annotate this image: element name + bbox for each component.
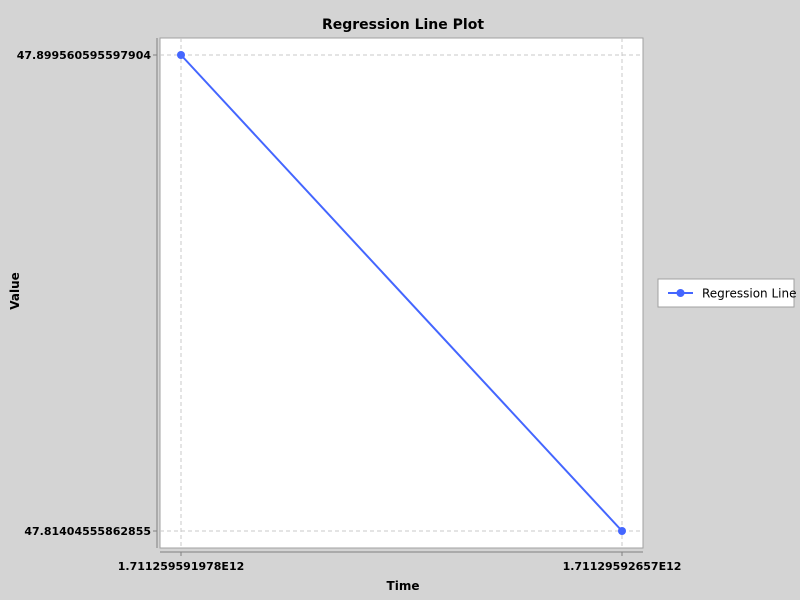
legend-label: Regression Line — [702, 287, 796, 301]
x-axis-label: Time — [387, 579, 420, 593]
series-line — [180, 54, 623, 532]
y-tick-label-1: 47.81404555862855 — [24, 525, 151, 538]
legend-box — [657, 278, 795, 308]
y-axis-label: Value — [8, 272, 22, 310]
legend-marker-swatch — [676, 289, 685, 297]
y-tick-label-0: 47.899560595597904 — [17, 49, 152, 62]
data-point-0 — [177, 51, 185, 59]
legend: Regression Line — [657, 278, 796, 308]
chart-title: Regression Line Plot — [322, 17, 484, 33]
x-tick-label-0: 1.711259591978E12 — [118, 560, 245, 573]
data-point-1 — [618, 527, 626, 535]
grid — [160, 38, 643, 548]
series-regression-line — [177, 51, 626, 535]
x-tick-label-1: 1.71129592657E12 — [563, 560, 682, 573]
